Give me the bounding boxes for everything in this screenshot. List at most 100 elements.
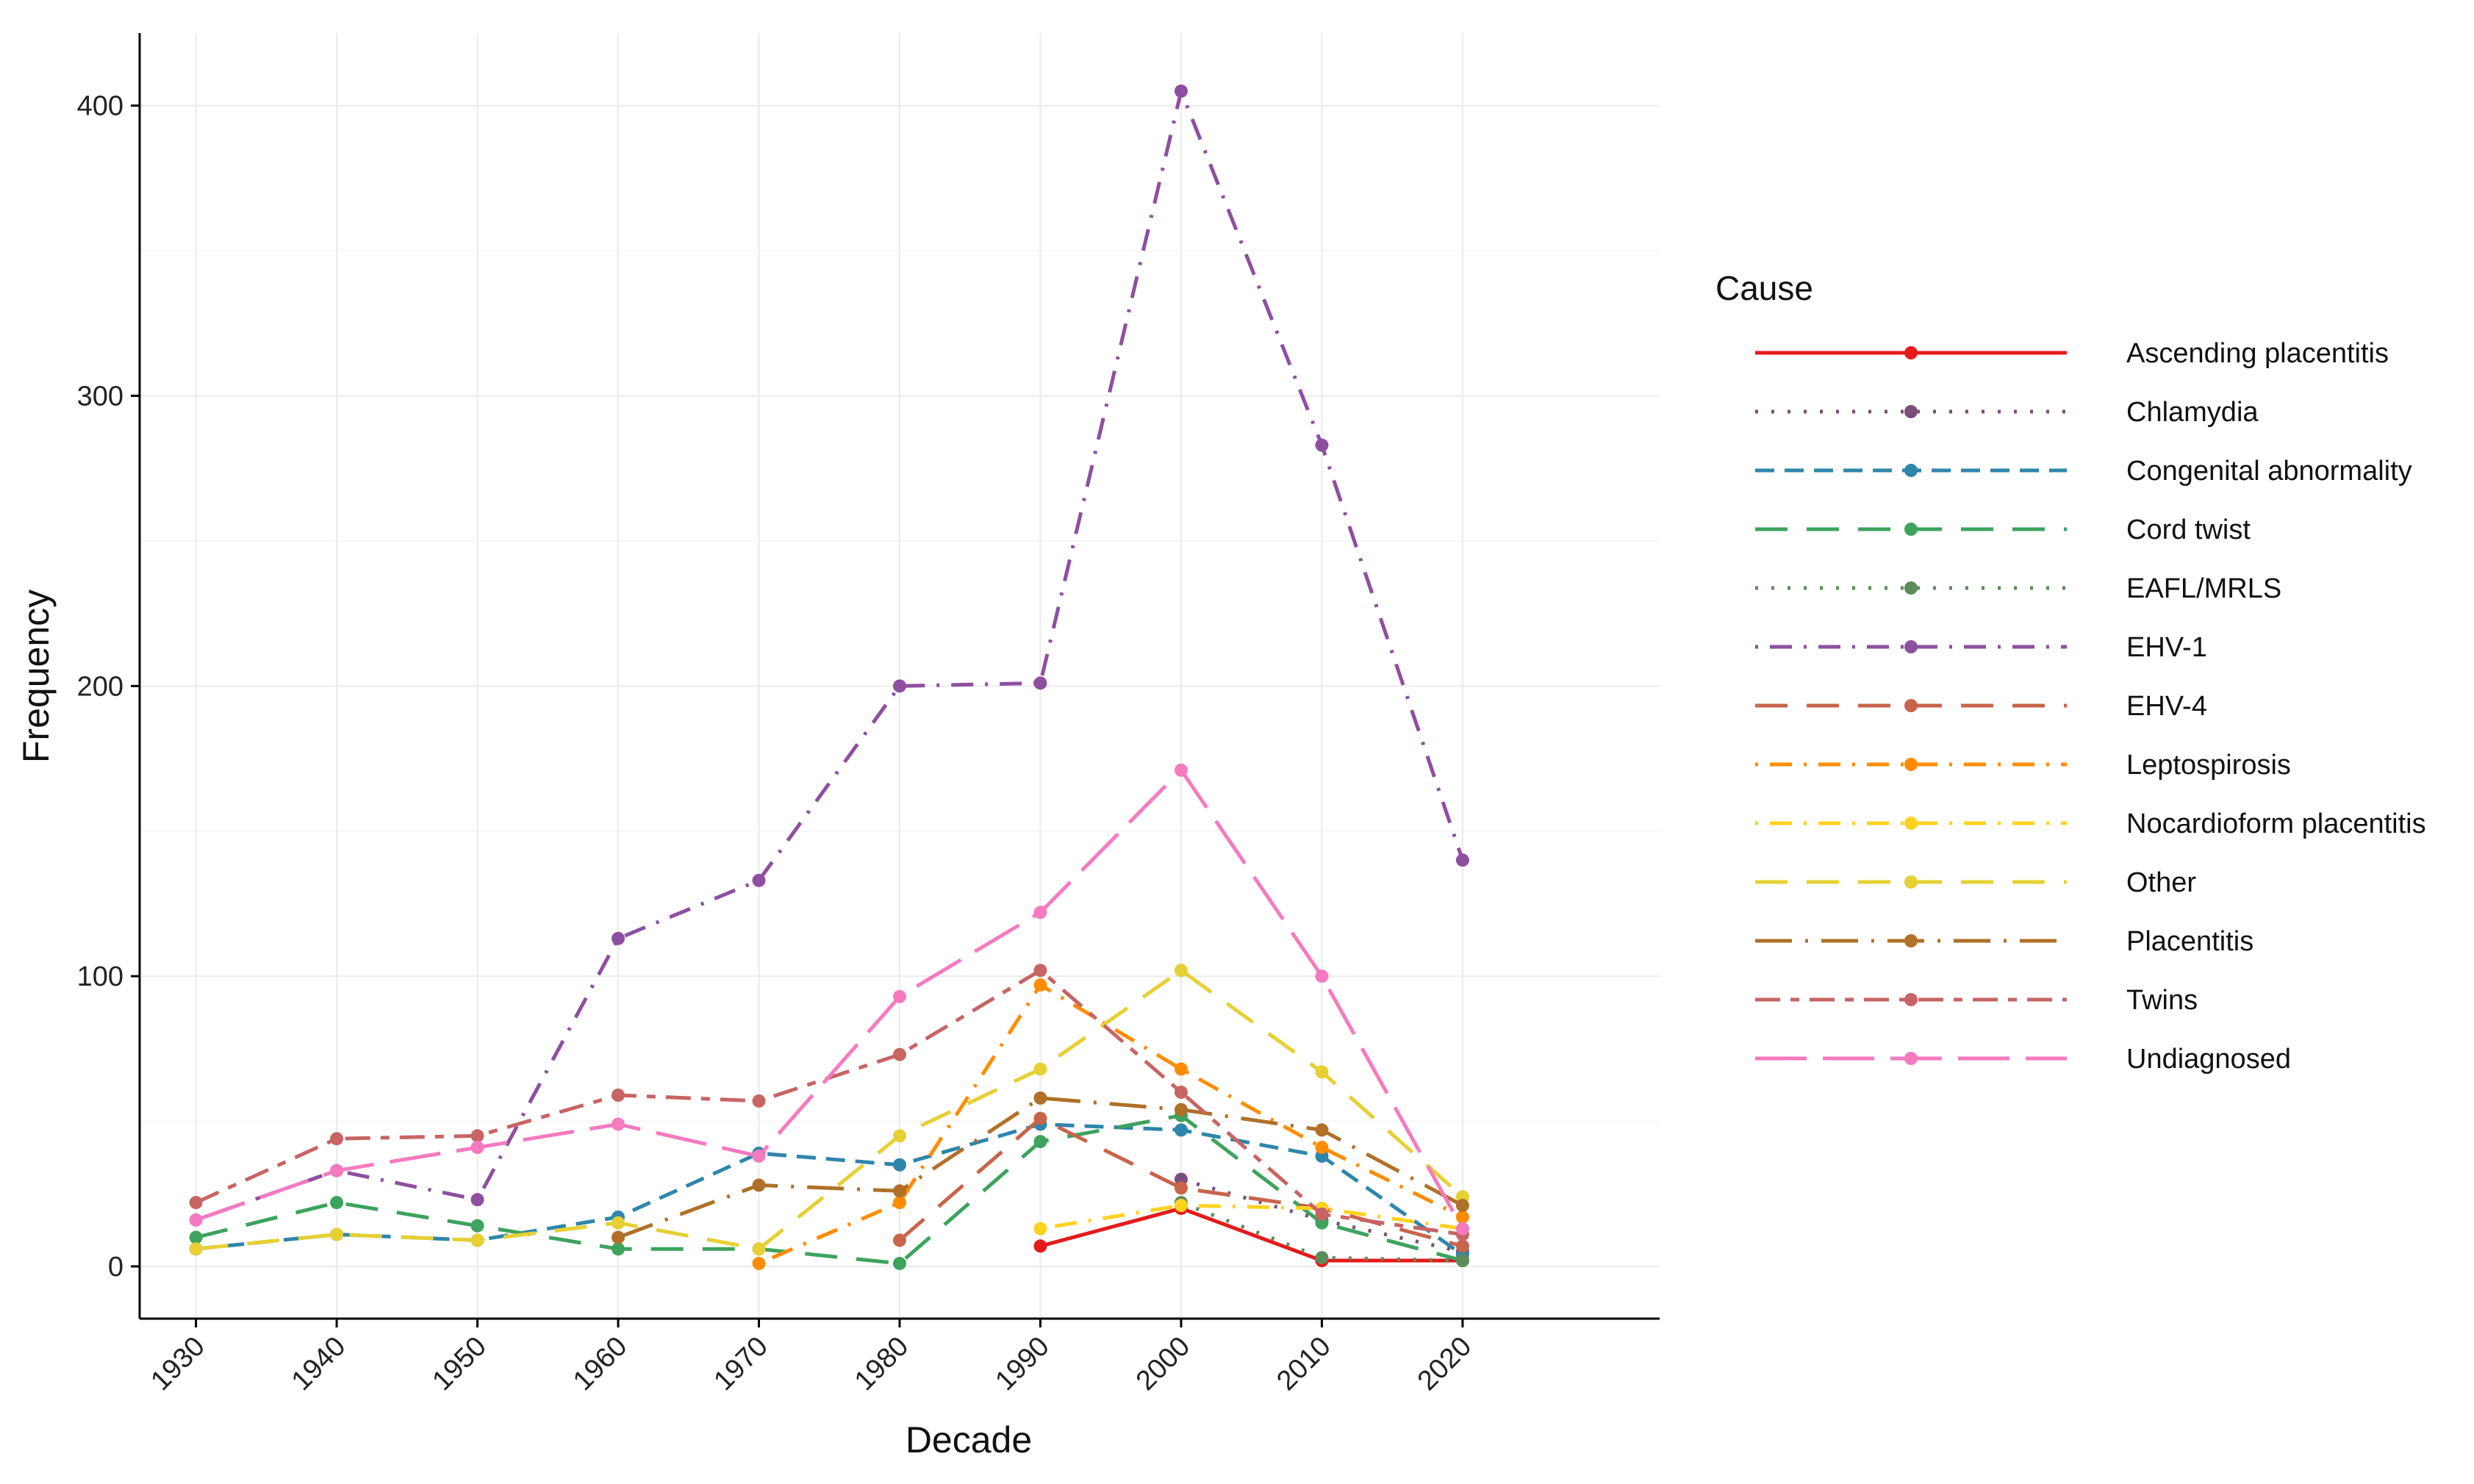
x-axis-title: Decade	[906, 1419, 1032, 1460]
data-point	[1315, 969, 1329, 983]
data-point	[1174, 1123, 1188, 1137]
series-line	[195, 968, 1463, 1236]
data-point	[1315, 1251, 1329, 1265]
legend-key-point	[1904, 1052, 1918, 1065]
data-point	[1033, 964, 1047, 978]
data-point	[330, 1164, 344, 1177]
legend-key	[1755, 934, 2067, 947]
data-point	[612, 1117, 625, 1131]
legend-key	[1755, 523, 2067, 536]
legend-key-point	[1904, 405, 1918, 418]
legend-key-point	[1904, 993, 1918, 1006]
data-point	[893, 1129, 906, 1143]
x-tick-label: 1970	[708, 1331, 773, 1397]
legend-key	[1755, 581, 2067, 595]
data-point	[1455, 1199, 1469, 1213]
x-tick-label: 2010	[1271, 1331, 1336, 1397]
data-point	[612, 1230, 625, 1244]
legend-key-point	[1904, 640, 1918, 653]
legend-key	[1755, 875, 2067, 889]
legend-key	[1755, 464, 2067, 477]
data-point	[470, 1219, 484, 1233]
data-point	[1174, 1086, 1188, 1100]
data-point	[752, 1094, 766, 1108]
legend-label: Nocardioform placentitis	[2126, 809, 2426, 839]
series-line	[195, 768, 1465, 1230]
grid	[140, 33, 1660, 1319]
y-tick-label: 300	[77, 381, 123, 412]
data-point	[893, 1256, 906, 1270]
series-placentitis	[612, 1091, 1469, 1244]
legend-key	[1755, 405, 2067, 418]
data-point	[1315, 1123, 1329, 1137]
data-point	[1033, 1135, 1047, 1149]
data-point	[1315, 438, 1329, 452]
legend-label: Chlamydia	[2126, 397, 2259, 428]
data-point	[470, 1233, 484, 1247]
data-point	[893, 1047, 906, 1061]
x-tick-label: 1990	[989, 1331, 1055, 1397]
legend-title: Cause	[1715, 269, 1813, 307]
data-point	[1455, 1254, 1469, 1268]
legend-label: Congenital abnormality	[2126, 456, 2412, 487]
legend-key	[1755, 346, 2067, 359]
data-point	[893, 989, 906, 1003]
data-point	[893, 1184, 906, 1198]
x-tick-label: 1950	[426, 1331, 492, 1397]
data-point	[1033, 1222, 1047, 1236]
data-point	[1455, 853, 1469, 867]
series-line	[1040, 1203, 1463, 1231]
legend-key-point	[1904, 464, 1918, 477]
data-point	[330, 1227, 344, 1241]
legend-label: Leptospirosis	[2126, 750, 2291, 781]
legend-label: Cord twist	[2126, 515, 2251, 545]
x-tick-label: 2000	[1130, 1331, 1196, 1397]
data-point	[1033, 1091, 1047, 1105]
x-tick-label: 1980	[849, 1331, 914, 1397]
data-point	[893, 1196, 906, 1210]
data-point	[1315, 1207, 1329, 1221]
series-line	[1039, 1206, 1463, 1263]
data-point	[1033, 676, 1047, 690]
data-point	[1174, 964, 1188, 978]
data-point	[752, 1256, 766, 1270]
series-line	[195, 89, 1465, 1222]
data-point	[1315, 1065, 1329, 1079]
legend-key	[1755, 993, 2067, 1006]
legend-label: Ascending placentitis	[2126, 338, 2389, 369]
legend-key-point	[1904, 875, 1918, 889]
data-point	[330, 1132, 344, 1146]
data-point	[1315, 1141, 1329, 1155]
series-twins	[189, 964, 1469, 1241]
legend-label: Other	[2126, 867, 2196, 898]
x-tick-label: 2020	[1412, 1331, 1477, 1397]
legend-key-point	[1904, 817, 1918, 830]
data-point	[1455, 1239, 1469, 1253]
data-point	[189, 1242, 203, 1256]
legend-key	[1755, 758, 2067, 771]
legend-label: Twins	[2126, 985, 2198, 1016]
data-point	[1033, 1111, 1047, 1125]
data-point	[330, 1196, 344, 1210]
legend-label: EAFL/MRLS	[2126, 573, 2281, 604]
data-point	[612, 1088, 625, 1102]
legend-label: EHV-4	[2126, 691, 2207, 722]
legend-key-point	[1904, 699, 1918, 712]
series-undiagnosed	[189, 763, 1469, 1236]
data-point	[1174, 84, 1188, 98]
data-point	[893, 1158, 906, 1172]
legend-key	[1755, 699, 2067, 712]
data-point	[1033, 1239, 1047, 1253]
series-line	[196, 968, 1464, 1251]
data-point	[612, 931, 625, 945]
data-point	[1174, 763, 1188, 777]
data-point	[752, 1242, 766, 1256]
data-point	[1033, 1062, 1047, 1076]
data-point	[893, 679, 906, 693]
legend-key	[1755, 640, 2067, 653]
data-point	[1174, 1199, 1188, 1213]
series-other	[189, 964, 1469, 1256]
x-tick-label: 1930	[145, 1331, 210, 1397]
data-point	[1455, 1210, 1469, 1224]
series-leptospirosis	[752, 978, 1469, 1270]
